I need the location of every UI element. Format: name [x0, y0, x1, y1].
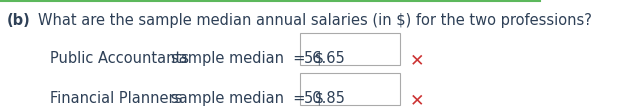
Text: Public Accountants: Public Accountants — [50, 51, 189, 66]
Text: sample median  =  $: sample median = $ — [171, 51, 324, 66]
Text: (b): (b) — [7, 13, 31, 28]
Text: Financial Planners: Financial Planners — [50, 91, 183, 106]
FancyBboxPatch shape — [300, 33, 400, 65]
Text: 50.85: 50.85 — [304, 91, 346, 106]
Text: ✕: ✕ — [410, 51, 424, 69]
Text: sample median  =  $: sample median = $ — [171, 91, 324, 106]
Text: 56.65: 56.65 — [304, 51, 346, 66]
FancyBboxPatch shape — [300, 73, 400, 105]
Text: ✕: ✕ — [410, 91, 424, 109]
Text: What are the sample median annual salaries (in $) for the two professions?: What are the sample median annual salari… — [38, 13, 592, 28]
